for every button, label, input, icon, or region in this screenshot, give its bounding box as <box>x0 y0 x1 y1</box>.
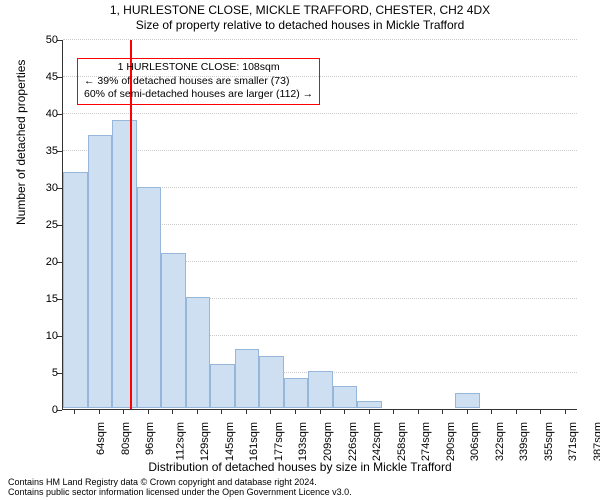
y-tick-label: 25 <box>28 219 58 231</box>
x-tick-mark <box>99 409 100 414</box>
x-tick-label: 209sqm <box>322 422 334 461</box>
histogram-bar <box>137 187 162 408</box>
x-tick-label: 112sqm <box>174 422 186 460</box>
x-tick-mark <box>516 409 517 414</box>
chart-plot-area: 64sqm80sqm96sqm112sqm129sqm145sqm161sqm1… <box>62 40 577 410</box>
x-tick-mark <box>442 409 443 414</box>
x-tick-mark <box>172 409 173 414</box>
annotation-line2: ← 39% of detached houses are smaller (73… <box>84 75 313 89</box>
y-tick-label: 5 <box>28 367 58 379</box>
x-tick-label: 177sqm <box>273 422 285 461</box>
annotation-line3: 60% of semi-detached houses are larger (… <box>84 88 313 102</box>
x-tick-mark <box>467 409 468 414</box>
y-tick-label: 50 <box>28 34 58 46</box>
y-tick-label: 35 <box>28 145 58 157</box>
y-tick-label: 30 <box>28 182 58 194</box>
x-tick-mark <box>221 409 222 414</box>
x-tick-mark <box>418 409 419 414</box>
x-tick-mark <box>246 409 247 414</box>
histogram-bar <box>308 371 333 408</box>
gridline <box>63 150 577 151</box>
x-tick-label: 387sqm <box>592 422 600 461</box>
histogram-bar <box>63 172 88 408</box>
histogram-bar <box>112 120 137 408</box>
gridline <box>63 113 577 114</box>
y-tick-label: 20 <box>28 256 58 268</box>
histogram-bar <box>161 253 186 408</box>
annotation-box: 1 HURLESTONE CLOSE: 108sqm ← 39% of deta… <box>77 58 320 105</box>
y-tick-label: 10 <box>28 330 58 342</box>
x-tick-label: 306sqm <box>469 422 481 461</box>
histogram-bar <box>259 356 284 408</box>
y-axis-label: Number of detached properties <box>14 60 28 225</box>
histogram-bar <box>357 401 382 408</box>
x-tick-label: 129sqm <box>199 422 211 461</box>
histogram-bar <box>235 349 260 408</box>
x-tick-label: 193sqm <box>298 422 310 461</box>
x-tick-label: 258sqm <box>396 422 408 461</box>
x-tick-label: 161sqm <box>249 422 261 461</box>
histogram-bar <box>455 393 480 408</box>
chart-title-line1: 1, HURLESTONE CLOSE, MICKLE TRAFFORD, CH… <box>0 0 600 17</box>
x-tick-mark <box>565 409 566 414</box>
x-tick-label: 371sqm <box>567 422 579 461</box>
y-tick-label: 40 <box>28 108 58 120</box>
x-tick-mark <box>344 409 345 414</box>
x-axis-label: Distribution of detached houses by size … <box>0 460 600 474</box>
x-tick-mark <box>270 409 271 414</box>
chart-container: 1, HURLESTONE CLOSE, MICKLE TRAFFORD, CH… <box>0 0 600 500</box>
x-tick-label: 290sqm <box>445 422 457 461</box>
x-tick-mark <box>369 409 370 414</box>
x-tick-label: 145sqm <box>224 422 236 461</box>
x-tick-label: 96sqm <box>144 422 156 455</box>
y-tick-label: 0 <box>28 404 58 416</box>
x-tick-mark <box>320 409 321 414</box>
x-tick-mark <box>491 409 492 414</box>
histogram-bar <box>210 364 235 408</box>
y-tick-label: 45 <box>28 71 58 83</box>
y-tick-label: 15 <box>28 293 58 305</box>
histogram-bar <box>333 386 358 408</box>
x-tick-label: 64sqm <box>95 422 107 455</box>
x-tick-label: 226sqm <box>347 422 359 461</box>
histogram-bar <box>284 378 309 408</box>
gridline <box>63 39 577 40</box>
x-tick-mark <box>540 409 541 414</box>
x-tick-mark <box>123 409 124 414</box>
x-tick-mark <box>393 409 394 414</box>
x-tick-label: 242sqm <box>371 422 383 461</box>
x-tick-label: 355sqm <box>543 422 555 461</box>
x-tick-mark <box>295 409 296 414</box>
x-tick-mark <box>74 409 75 414</box>
x-tick-mark <box>197 409 198 414</box>
histogram-bar <box>186 297 211 408</box>
annotation-line1: 1 HURLESTONE CLOSE: 108sqm <box>84 61 313 75</box>
x-tick-mark <box>148 409 149 414</box>
x-tick-label: 274sqm <box>420 422 432 461</box>
footer-attribution: Contains HM Land Registry data © Crown c… <box>8 478 352 498</box>
x-tick-label: 322sqm <box>494 422 506 461</box>
x-tick-label: 80sqm <box>120 422 132 455</box>
footer-line2: Contains public sector information licen… <box>8 488 352 498</box>
chart-title-line2: Size of property relative to detached ho… <box>0 17 600 32</box>
histogram-bar <box>88 135 113 408</box>
x-tick-label: 339sqm <box>518 422 530 461</box>
